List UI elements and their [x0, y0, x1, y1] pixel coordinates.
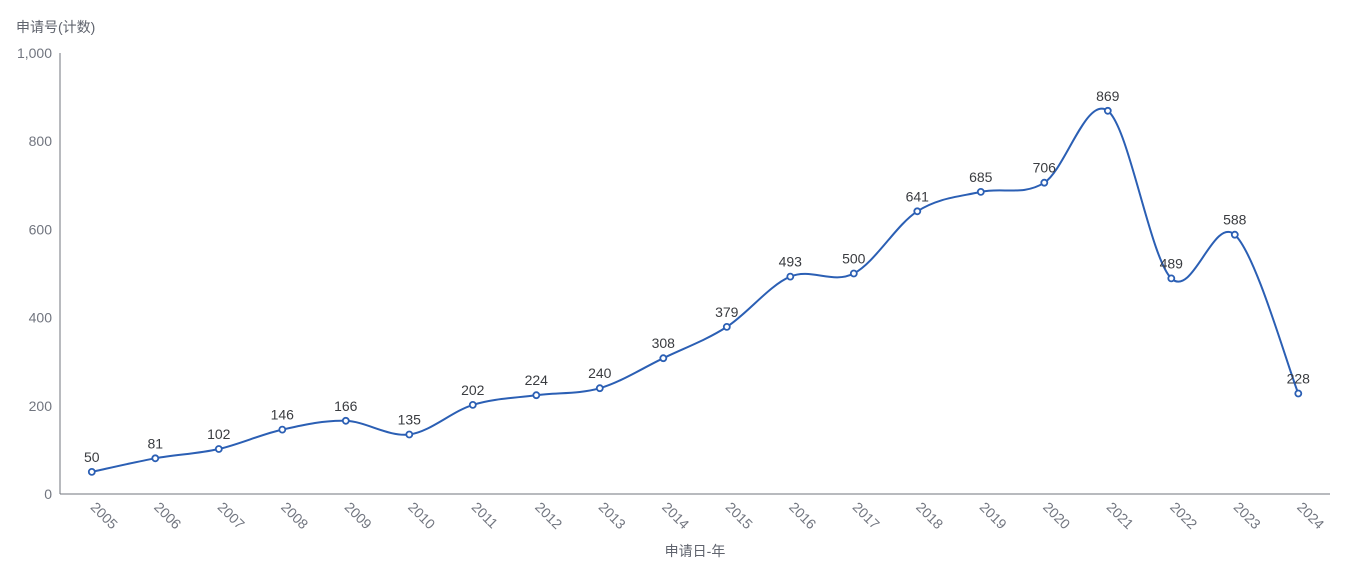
data-point[interactable] — [405, 430, 414, 439]
x-axis-tick-label: 2015 — [723, 499, 756, 532]
x-axis-tick-label: 2006 — [151, 499, 184, 532]
data-label: 50 — [84, 449, 100, 465]
x-axis-tick-label: 2012 — [532, 499, 565, 532]
data-label: 146 — [271, 407, 295, 423]
data-point[interactable] — [1230, 230, 1239, 239]
data-point[interactable] — [278, 425, 287, 434]
x-axis-tick-label: 2014 — [659, 499, 692, 532]
data-point[interactable] — [532, 391, 541, 400]
x-axis-tick-label: 2022 — [1167, 499, 1200, 532]
x-axis-tick-label: 2017 — [850, 499, 883, 532]
x-axis-tick-label: 2019 — [977, 499, 1010, 532]
y-axis-tick-label: 800 — [29, 133, 53, 149]
x-axis-tick-label: 2023 — [1231, 499, 1264, 532]
data-point[interactable] — [659, 354, 668, 363]
x-axis-tick-label: 2011 — [469, 499, 502, 532]
x-axis-tick-label: 2005 — [88, 499, 121, 532]
x-axis-tick-label: 2009 — [342, 499, 375, 532]
data-point[interactable] — [849, 269, 858, 278]
y-axis-tick-label: 200 — [29, 398, 53, 414]
data-label: 224 — [525, 372, 549, 388]
data-label: 308 — [652, 335, 676, 351]
data-point[interactable] — [722, 322, 731, 331]
data-label: 489 — [1160, 255, 1184, 271]
y-axis-tick-label: 600 — [29, 221, 53, 237]
x-axis-tick-label: 2008 — [278, 499, 311, 532]
data-label: 228 — [1287, 371, 1311, 387]
data-point[interactable] — [913, 207, 922, 216]
x-axis-tick-label: 2016 — [786, 499, 819, 532]
data-point[interactable] — [1040, 178, 1049, 187]
data-point[interactable] — [151, 454, 160, 463]
data-point[interactable] — [786, 272, 795, 281]
data-point[interactable] — [1103, 106, 1112, 115]
data-label: 379 — [715, 304, 739, 320]
y-axis-title: 申请号(计数) — [16, 19, 96, 35]
data-label: 202 — [461, 382, 485, 398]
y-axis-tick-label: 1,000 — [17, 45, 52, 61]
data-label: 81 — [148, 435, 164, 451]
x-axis-tick-label: 2010 — [405, 499, 438, 532]
trend-line — [90, 107, 1300, 473]
data-label: 685 — [969, 169, 993, 185]
data-point[interactable] — [976, 187, 985, 196]
data-label: 706 — [1033, 160, 1057, 176]
x-axis-title: 申请日-年 — [664, 543, 726, 559]
y-axis-tick-label: 0 — [44, 486, 52, 502]
data-label: 240 — [588, 365, 612, 381]
data-label: 166 — [334, 398, 358, 414]
x-axis-tick-label: 2024 — [1294, 499, 1327, 532]
data-point[interactable] — [468, 400, 477, 409]
x-axis-tick-label: 2007 — [215, 499, 248, 532]
data-label: 588 — [1223, 212, 1247, 228]
data-label: 500 — [842, 251, 866, 267]
data-label: 869 — [1096, 88, 1120, 104]
data-label: 641 — [906, 188, 930, 204]
x-axis-tick-label: 2013 — [596, 499, 629, 532]
data-point[interactable] — [1167, 274, 1176, 283]
data-point[interactable] — [1294, 389, 1303, 398]
data-point[interactable] — [87, 467, 96, 476]
data-label: 102 — [207, 426, 231, 442]
x-axis-tick-label: 2021 — [1104, 499, 1137, 532]
data-label: 135 — [398, 412, 422, 428]
data-point[interactable] — [595, 384, 604, 393]
data-point[interactable] — [214, 445, 223, 453]
data-label: 493 — [779, 254, 803, 270]
x-axis-tick-label: 2020 — [1040, 499, 1073, 532]
x-axis-tick-label: 2018 — [913, 499, 946, 532]
data-point[interactable] — [341, 416, 350, 425]
y-axis-tick-label: 400 — [29, 310, 53, 326]
